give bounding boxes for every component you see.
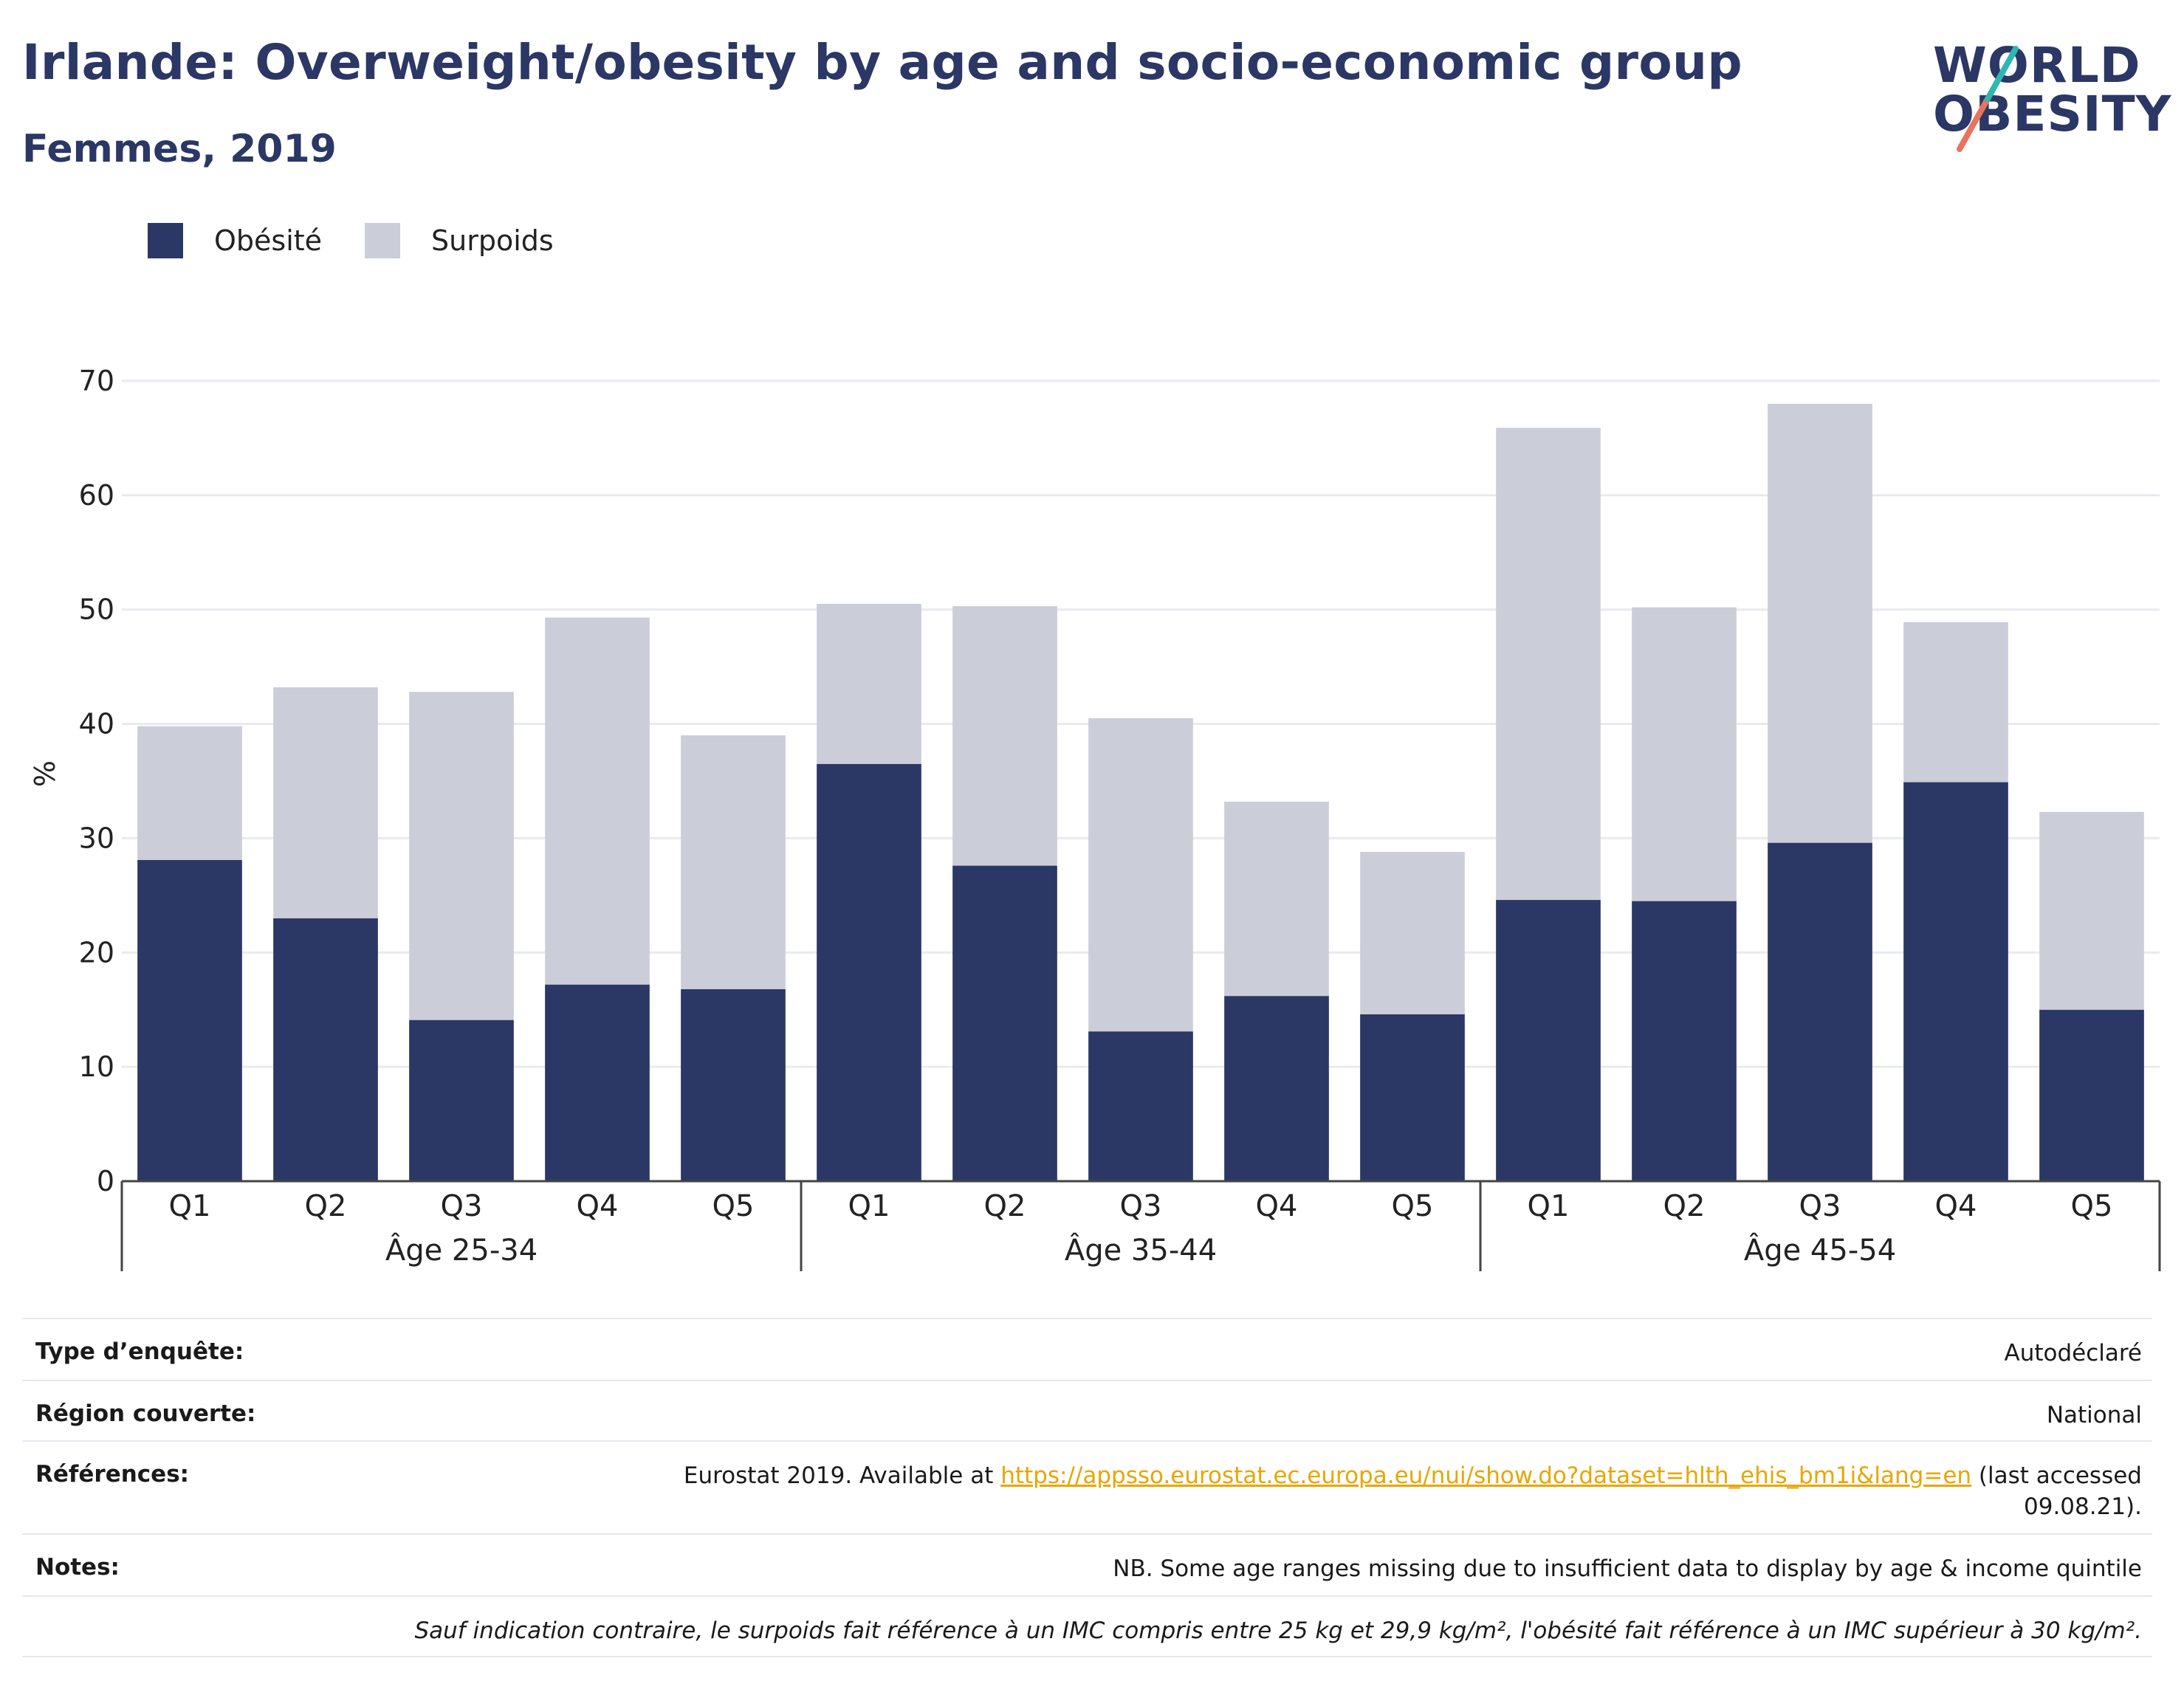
bar-overweight xyxy=(1768,403,1872,843)
legend-item-obesity[interactable]: Obésité xyxy=(148,223,322,258)
bar-obesity xyxy=(1903,782,2008,1181)
y-tick-label: 50 xyxy=(79,594,114,626)
bar-obesity xyxy=(1224,996,1329,1181)
x-tick-label: Q3 xyxy=(1120,1189,1162,1223)
x-tick-label: Q5 xyxy=(712,1189,755,1223)
bar-overweight xyxy=(545,617,650,985)
bar-obesity xyxy=(409,1020,514,1181)
bar-overweight xyxy=(1632,607,1737,901)
bar-overweight xyxy=(1360,852,1465,1014)
stacked-bar-chart: 0 10 20 30 40 50 60 70% Q1 Q2 Q3 Q4 Q5 Q1 Q2 Q3 Q4 Q5 Q1 Q2… xyxy=(29,365,2161,1271)
info-row-notes: Notes: NB. Some age ranges missing due t… xyxy=(22,1533,2152,1595)
references-value: Eurostat 2019. Available at https://apps… xyxy=(684,1461,2142,1523)
y-tick-label: 60 xyxy=(79,479,114,512)
references-date: 09.08.21). xyxy=(2024,1493,2142,1520)
bar-obesity xyxy=(1632,901,1737,1181)
survey-type-label: Type d’enquête: xyxy=(35,1338,244,1365)
x-tick-label: Q1 xyxy=(848,1189,890,1223)
bar-overweight xyxy=(681,735,786,989)
x-tick-label: Q2 xyxy=(984,1189,1026,1223)
references-prefix: Eurostat 2019. Available at xyxy=(683,1462,1001,1489)
info-row-survey-type: Type d’enquête: Autodéclaré xyxy=(22,1318,2152,1380)
x-tick-label: Q2 xyxy=(1663,1189,1706,1223)
bar-obesity xyxy=(1768,842,1872,1181)
x-tick-label: Q5 xyxy=(2071,1189,2113,1223)
legend-label-overweight: Surpoids xyxy=(431,224,554,257)
y-tick-label: 0 xyxy=(97,1165,114,1197)
bar-overweight xyxy=(1496,427,1601,901)
y-tick-label: 30 xyxy=(79,822,114,854)
bar-overweight xyxy=(817,603,921,764)
bar-obesity xyxy=(817,763,921,1181)
bar-obesity xyxy=(2039,1009,2144,1181)
bar-obesity xyxy=(1088,1031,1193,1181)
page-subtitle: Femmes, 2019 xyxy=(22,127,337,171)
bar-obesity xyxy=(952,865,1057,1181)
y-axis-label: % xyxy=(29,760,61,787)
info-table: Type d’enquête: Autodéclaré Région couve… xyxy=(22,1318,2152,1657)
bar-overweight xyxy=(409,692,514,1020)
y-tick-label: 40 xyxy=(79,708,114,740)
bar-overweight xyxy=(952,606,1057,866)
bar-overweight xyxy=(2039,811,2144,1010)
info-row-references: Références: Eurostat 2019. Available at … xyxy=(22,1440,2152,1533)
references-label: Références: xyxy=(35,1461,190,1488)
x-tick-label: Q4 xyxy=(577,1189,619,1223)
x-tick-label: Q3 xyxy=(1799,1189,1841,1223)
y-tick-label: 70 xyxy=(79,365,114,397)
y-tick-label: 10 xyxy=(79,1051,114,1083)
page-title: Irlande: Overweight/obesity by age and s… xyxy=(22,34,1742,91)
x-tick-label: Q1 xyxy=(1528,1189,1570,1223)
legend-swatch-overweight xyxy=(365,223,401,258)
x-tick-label: Q3 xyxy=(441,1189,483,1223)
bar-obesity xyxy=(1496,900,1601,1181)
x-tick-label: Q5 xyxy=(1392,1189,1434,1223)
bar-overweight xyxy=(1088,718,1193,1032)
bar-overweight xyxy=(273,687,378,918)
region-label: Région couverte: xyxy=(35,1400,256,1427)
info-row-region: Région couverte: National xyxy=(22,1380,2152,1440)
group-label: Âge 45-54 xyxy=(1744,1232,1896,1268)
footnote: Sauf indication contraire, le surpoids f… xyxy=(414,1617,2142,1644)
references-suffix: (last accessed xyxy=(1971,1462,2142,1489)
bar-overweight xyxy=(1903,622,2008,783)
group-label: Âge 35-44 xyxy=(1065,1232,1217,1268)
info-row-footnote: Sauf indication contraire, le surpoids f… xyxy=(22,1595,2152,1657)
references-link[interactable]: https://appsso.eurostat.ec.europa.eu/nui… xyxy=(1000,1462,1972,1489)
group-label: Âge 25-34 xyxy=(385,1232,538,1268)
legend-swatch-obesity xyxy=(148,223,183,258)
bar-overweight xyxy=(137,726,242,860)
x-tick-label: Q1 xyxy=(169,1189,211,1223)
bar-obesity xyxy=(545,984,650,1181)
bar-obesity xyxy=(137,859,242,1181)
chart-legend: Obésité Surpoids xyxy=(148,223,597,258)
logo-line-1: WORLD xyxy=(1933,37,2141,94)
survey-type-value: Autodéclaré xyxy=(2004,1340,2142,1366)
legend-label-obesity: Obésité xyxy=(214,224,323,257)
bar-obesity xyxy=(681,989,786,1181)
bar-obesity xyxy=(1360,1014,1465,1181)
x-tick-label: Q4 xyxy=(1256,1189,1298,1223)
legend-item-overweight[interactable]: Surpoids xyxy=(365,223,554,258)
notes-value: NB. Some age ranges missing due to insuf… xyxy=(1113,1555,2142,1582)
bar-overweight xyxy=(1224,801,1329,997)
y-tick-label: 20 xyxy=(79,936,114,969)
x-tick-label: Q4 xyxy=(1935,1189,1977,1223)
region-value: National xyxy=(2046,1402,2142,1428)
notes-label: Notes: xyxy=(35,1554,120,1581)
x-tick-label: Q2 xyxy=(305,1189,347,1223)
bar-obesity xyxy=(273,918,378,1181)
world-obesity-logo: WORLD OBESITY xyxy=(1920,22,2171,155)
logo-slash-icon xyxy=(1957,46,2019,152)
